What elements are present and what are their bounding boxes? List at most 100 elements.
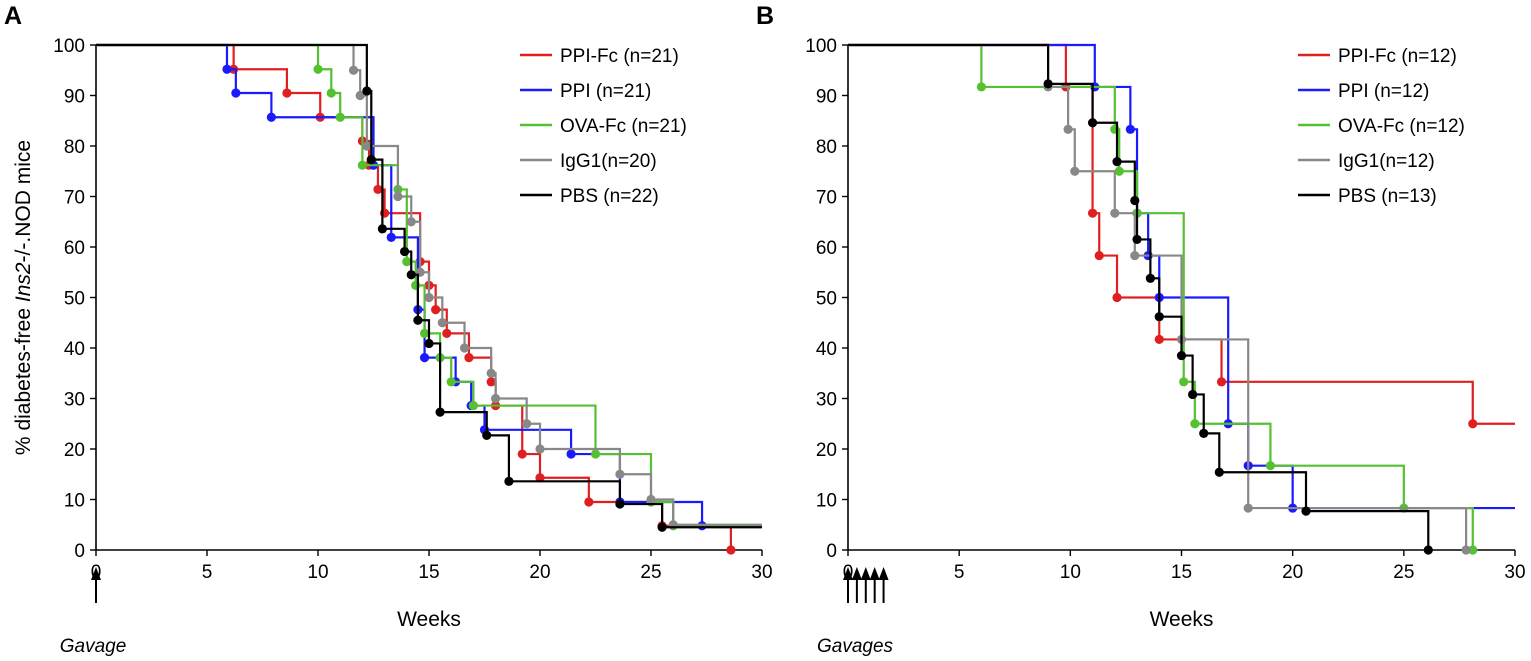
event-point (442, 328, 452, 338)
panel-label: B (756, 2, 774, 30)
event-point (1154, 312, 1164, 322)
x-tick-label: 10 (1060, 562, 1081, 583)
event-point (1132, 234, 1142, 245)
gavage-arrowhead (843, 567, 853, 580)
event-point (1179, 377, 1189, 387)
legend-label: IgG1(n=20) (560, 151, 657, 172)
y-tick-label: 30 (816, 390, 837, 411)
event-point (1216, 377, 1227, 387)
y-tick-label: 60 (816, 238, 837, 259)
event-point (1468, 545, 1478, 555)
legend-label: IgG1(n=12) (1338, 151, 1435, 172)
x-tick-label: 30 (751, 562, 772, 583)
event-point (424, 338, 434, 349)
x-tick-label: 25 (1393, 562, 1414, 583)
gavage-label: Gavage (60, 636, 127, 657)
event-point (1461, 545, 1471, 555)
event-point (522, 419, 532, 429)
event-point (468, 400, 478, 411)
gavage-arrowhead (91, 567, 101, 580)
y-axis-title: % diabetes-free Ins2-/-.NOD mice (12, 140, 35, 455)
panel-b: B0102030405060708090100051015202530Weeks… (756, 2, 1526, 657)
curve-igg1-n-20 (96, 43, 762, 526)
legend-label: OVA-Fc (n=12) (1338, 116, 1465, 137)
legend: PPI-Fc (n=21) PPI (n=21) OVA-Fc (n=21) IgG1… (520, 46, 687, 207)
event-point (393, 191, 403, 202)
event-point (326, 88, 336, 98)
event-point (1188, 389, 1198, 400)
x-axis-title: Weeks (1150, 608, 1214, 631)
y-tick-label: 40 (64, 339, 85, 360)
legend-label: PPI (n=12) (1338, 81, 1429, 102)
event-point (1114, 166, 1124, 176)
y-tick-label: 70 (816, 188, 837, 209)
curve-pbs-n-13 (848, 43, 1430, 550)
event-point (373, 184, 383, 195)
legend-label: PPI (n=21) (560, 81, 651, 102)
x-axis-title: Weeks (397, 608, 461, 631)
gavage-arrowhead (851, 567, 862, 580)
x-tick-label: 15 (1171, 562, 1192, 583)
event-point (1110, 208, 1120, 218)
event-point (464, 352, 474, 363)
event-point (1214, 467, 1224, 477)
y-tick-label: 100 (805, 36, 837, 57)
event-point (1130, 250, 1140, 261)
event-point (406, 217, 416, 227)
event-point (282, 88, 292, 98)
event-point (402, 257, 412, 267)
event-point (446, 377, 456, 387)
event-point (1112, 157, 1122, 167)
event-point (486, 377, 496, 387)
legend-label: OVA-Fc (n=21) (560, 116, 687, 137)
curve-igg1-n-12 (848, 43, 1468, 550)
series-ppi-fc-n-12 (848, 43, 1515, 429)
event-point (590, 449, 601, 459)
series-igg1-n-20 (96, 43, 762, 530)
y-tick-label: 100 (53, 36, 85, 57)
x-tick-label: 30 (1504, 562, 1525, 583)
event-point (1125, 124, 1135, 134)
y-tick-label: 10 (816, 491, 837, 512)
x-tick-label: 25 (640, 562, 661, 583)
y-tick-label: 40 (816, 339, 837, 360)
event-point (459, 343, 470, 353)
y-tick-label: 50 (64, 289, 85, 310)
y-tick-label: 0 (826, 541, 837, 562)
y-tick-label: 20 (816, 440, 837, 461)
event-point (424, 292, 434, 303)
event-point (1063, 124, 1073, 134)
curve-ova-fc-n-12 (848, 43, 1474, 550)
gavage-arrowhead (860, 567, 871, 580)
y-tick-label: 20 (64, 440, 85, 461)
y-tick-label: 60 (64, 238, 85, 259)
event-point (615, 469, 625, 479)
x-tick-label: 5 (954, 562, 965, 583)
curve-ova-fc-n-21 (96, 43, 762, 527)
event-point (362, 86, 372, 96)
event-point (1112, 292, 1122, 303)
event-point (377, 224, 387, 234)
event-point (615, 499, 625, 509)
event-point (566, 449, 576, 459)
event-point (413, 315, 423, 325)
event-point (1087, 208, 1098, 218)
event-point (1087, 118, 1098, 128)
gavage-annotation: Gavages (817, 567, 894, 657)
y-tick-label: 10 (64, 491, 85, 512)
event-point (1176, 350, 1187, 361)
event-point (335, 112, 345, 122)
event-point (231, 88, 241, 98)
event-point (355, 90, 365, 101)
event-point (1070, 166, 1080, 176)
event-point (431, 305, 441, 315)
event-point (357, 160, 367, 170)
event-point (362, 141, 372, 151)
event-point (491, 393, 501, 404)
event-point (1301, 506, 1311, 516)
panel-a: A0102030405060708090100051015202530Weeks… (4, 2, 773, 657)
y-tick-label: 50 (816, 289, 837, 310)
event-point (406, 270, 416, 280)
event-point (646, 494, 656, 505)
event-point (1423, 545, 1433, 555)
